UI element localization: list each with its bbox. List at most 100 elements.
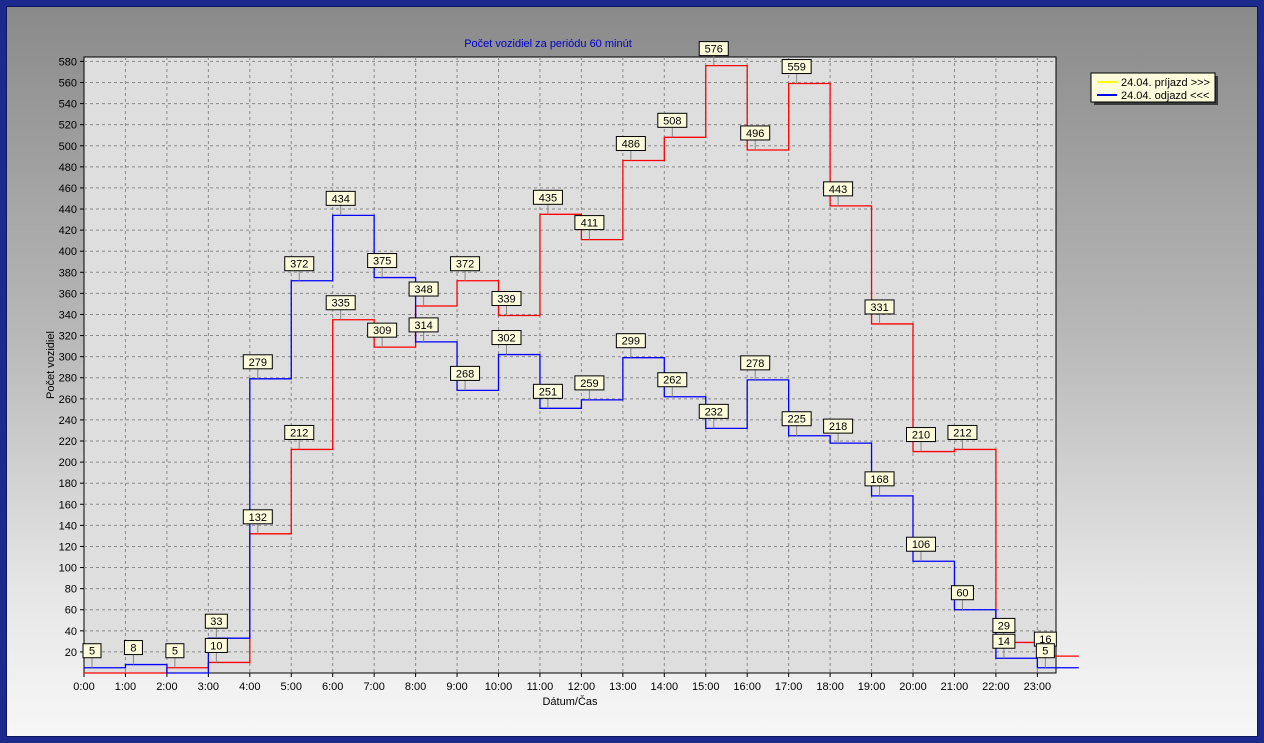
y-tick-label: 260 (59, 394, 77, 406)
data-label: 576 (705, 44, 723, 56)
data-label-box (740, 125, 771, 141)
data-label-box (823, 418, 854, 434)
x-tick-label: 6:00 (322, 681, 343, 693)
data-label: 262 (663, 375, 681, 387)
x-tick-label: 0:00 (73, 681, 94, 693)
data-label: 434 (332, 193, 350, 205)
data-label: 232 (705, 406, 723, 418)
y-tick-label: 280 (59, 373, 77, 385)
x-tick-label: 2:00 (156, 681, 177, 693)
data-label-box (408, 281, 439, 297)
plot-area (83, 56, 1057, 674)
y-tick-label: 320 (59, 331, 77, 343)
data-label-box (367, 322, 398, 338)
y-axis-label: Počet vozidiel (45, 331, 57, 399)
y-tick-label: 300 (59, 352, 77, 364)
data-label-box (615, 333, 646, 349)
data-label: 33 (210, 616, 222, 628)
y-tick-label: 40 (65, 626, 77, 638)
data-label: 496 (746, 128, 764, 140)
data-label: 348 (414, 284, 432, 296)
y-tick-label: 160 (59, 499, 77, 511)
x-tick-label: 12:00 (568, 681, 596, 693)
y-tick-label: 340 (59, 309, 77, 321)
x-tick-label: 16:00 (733, 681, 761, 693)
data-label: 225 (787, 414, 805, 426)
legend-label-arrival: 24.04. príjazd >>> (1121, 77, 1210, 89)
data-label: 218 (829, 421, 847, 433)
data-label: 251 (539, 386, 557, 398)
chart-title: Počet vozidiel za periódu 60 minút (464, 38, 632, 50)
data-label: 302 (497, 333, 515, 345)
data-label: 60 (956, 588, 968, 600)
x-tick-label: 5:00 (281, 681, 302, 693)
data-label: 335 (332, 298, 350, 310)
y-tick-label: 20 (65, 647, 77, 659)
data-label: 559 (787, 62, 805, 74)
data-label-box (657, 112, 688, 128)
data-label-box (82, 643, 102, 659)
data-label: 14 (998, 636, 1010, 648)
x-tick-label: 11:00 (527, 681, 554, 693)
x-tick-label: 18:00 (816, 681, 844, 693)
y-tick-label: 120 (59, 541, 77, 553)
y-tick-label: 180 (59, 478, 77, 490)
data-label: 5 (89, 646, 95, 658)
data-label-box (906, 427, 936, 443)
x-tick-label: 13:00 (609, 681, 637, 693)
data-label: 508 (663, 115, 681, 127)
series-arrival-line (84, 64, 1079, 674)
x-tick-label: 19:00 (858, 681, 886, 693)
data-label-box (450, 256, 481, 272)
data-label: 259 (580, 378, 598, 390)
data-label: 29 (998, 620, 1010, 632)
data-label-box (165, 643, 185, 659)
data-label: 5 (172, 646, 178, 658)
y-tick-label: 440 (59, 204, 77, 216)
y-tick-label: 540 (59, 99, 77, 111)
data-label: 309 (373, 325, 391, 337)
y-tick-label: 200 (59, 457, 77, 469)
y-tick-label: 500 (59, 141, 77, 153)
x-tick-label: 8:00 (405, 681, 426, 693)
legend-box (1090, 72, 1216, 103)
legend-label-departure: 24.04. odjazd <<< (1121, 90, 1209, 102)
data-label: 331 (870, 302, 888, 314)
y-tick-label: 100 (59, 563, 77, 575)
data-label-box (367, 253, 398, 269)
x-tick-label: 21:00 (941, 681, 969, 693)
data-label: 339 (497, 294, 515, 306)
x-tick-label: 10:00 (485, 681, 513, 693)
x-tick-label: 7:00 (363, 681, 384, 693)
data-label-box (123, 640, 143, 656)
grid (84, 57, 1056, 673)
y-tick-label: 240 (59, 415, 77, 427)
x-tick-label: 23:00 (1024, 681, 1052, 693)
data-label-box (532, 189, 563, 205)
data-label-box (864, 299, 895, 315)
data-label-box (532, 383, 563, 399)
data-label: 268 (456, 368, 474, 380)
x-tick-label: 9:00 (446, 681, 467, 693)
y-tick-label: 460 (59, 183, 77, 195)
x-tick-label: 15:00 (692, 681, 720, 693)
data-label: 16 (1039, 634, 1051, 646)
data-label-box (992, 633, 1016, 649)
y-tick-label: 380 (59, 267, 77, 279)
data-label-box (781, 411, 812, 427)
data-label-box (823, 181, 854, 197)
data-label-box (574, 215, 605, 231)
y-tick-label: 480 (59, 162, 77, 174)
data-label-box (325, 190, 356, 206)
data-label-box (864, 471, 895, 487)
data-label: 212 (953, 427, 971, 439)
data-label: 372 (456, 259, 474, 271)
x-axis-label: Dátum/Čas (542, 695, 598, 708)
data-label-box (450, 365, 481, 381)
data-label: 411 (581, 218, 599, 230)
data-label-box (1035, 643, 1055, 659)
data-labels: 5 8 5 33 10 132 279 212 372 335 434 309 375 348 314 372… (82, 41, 1057, 668)
data-label: 375 (373, 256, 391, 268)
legend: 24.04. príjazd >>> 24.04. odjazd <<< (1090, 72, 1218, 105)
data-label-box (698, 41, 729, 57)
